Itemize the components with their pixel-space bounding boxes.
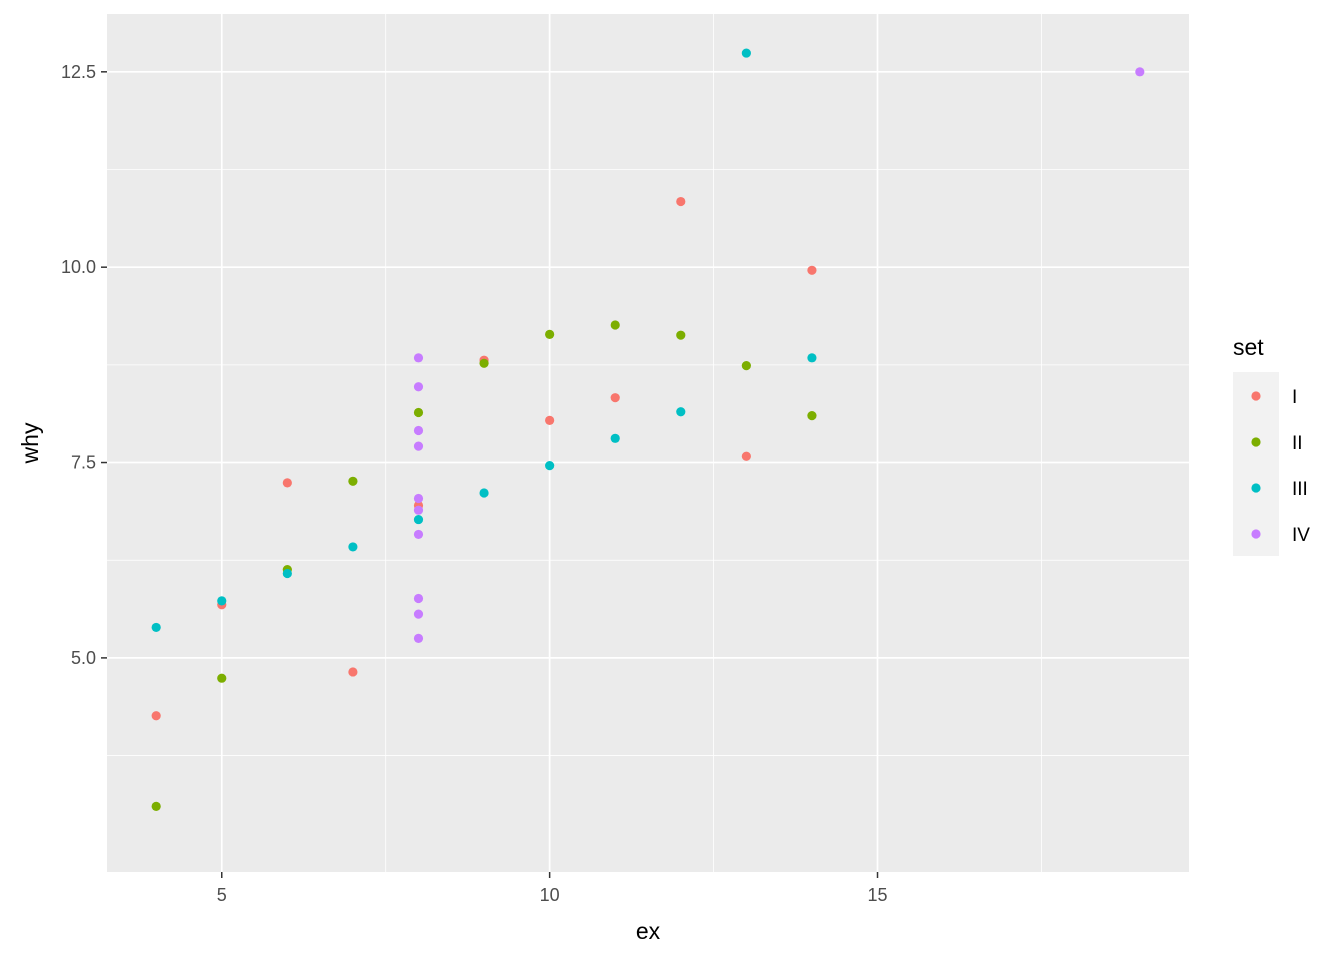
major-gridlines <box>107 14 1189 872</box>
data-point <box>610 320 620 330</box>
y-tick-label: 5.0 <box>71 648 96 668</box>
data-point <box>413 633 424 643</box>
data-point <box>741 48 751 58</box>
data-point <box>413 514 424 525</box>
data-point <box>413 382 424 392</box>
x-tick-label: 10 <box>540 885 560 905</box>
y-tick-label: 12.5 <box>61 62 96 82</box>
data-point <box>413 493 424 504</box>
x-axis-title: ex <box>636 918 661 944</box>
legend-key-IV <box>1251 529 1261 539</box>
data-point <box>545 415 555 425</box>
data-point <box>545 461 555 471</box>
minor-gridlines <box>107 14 1189 872</box>
plot-panel <box>107 14 1189 872</box>
data-point <box>610 433 620 443</box>
legend-title: set <box>1233 334 1264 360</box>
data-point <box>282 478 292 488</box>
data-point <box>1135 67 1145 77</box>
data-point <box>676 330 686 340</box>
data-point <box>610 393 620 403</box>
data-point <box>282 568 292 579</box>
data-point <box>217 673 227 683</box>
legend-label-I: I <box>1292 387 1297 408</box>
x-axis: 5 10 15 <box>217 872 888 905</box>
x-tick-label: 15 <box>867 885 887 905</box>
y-axis-title: why <box>17 422 43 464</box>
data-point <box>413 593 424 604</box>
data-point <box>676 407 686 417</box>
data-point <box>479 488 489 498</box>
series-III <box>151 48 817 633</box>
data-point <box>348 667 358 677</box>
series-I <box>151 196 817 721</box>
data-point <box>479 358 489 368</box>
data-point <box>413 441 424 451</box>
data-point <box>151 711 161 721</box>
data-points <box>151 48 1145 811</box>
data-point <box>151 622 161 633</box>
legend-key-II <box>1251 437 1261 447</box>
data-point <box>413 425 424 436</box>
y-tick-label: 10.0 <box>61 257 96 277</box>
data-point <box>348 476 358 486</box>
data-point <box>807 265 817 275</box>
data-point <box>413 407 424 418</box>
legend-label-IV: IV <box>1292 525 1310 546</box>
data-point <box>545 329 555 339</box>
y-tick-label: 7.5 <box>71 453 96 473</box>
data-point <box>741 451 751 461</box>
legend-label-III: III <box>1292 479 1308 500</box>
data-point <box>676 196 686 207</box>
legend-key-background <box>1233 372 1279 556</box>
data-point <box>348 542 358 552</box>
x-tick-label: 5 <box>217 885 227 905</box>
legend-key-I <box>1251 391 1261 401</box>
y-axis: 5.0 7.5 10.0 12.5 <box>61 62 107 668</box>
data-point <box>807 411 817 421</box>
data-point <box>413 505 424 515</box>
data-point <box>217 596 227 606</box>
legend-label-II: II <box>1292 433 1303 454</box>
data-point <box>741 361 751 371</box>
data-point <box>413 609 424 619</box>
data-point <box>413 529 424 540</box>
data-point <box>151 801 161 811</box>
data-point <box>413 353 424 363</box>
legend-key-III <box>1251 483 1261 493</box>
series-IV <box>413 67 1145 643</box>
series-II <box>151 320 817 811</box>
data-point <box>807 353 817 363</box>
